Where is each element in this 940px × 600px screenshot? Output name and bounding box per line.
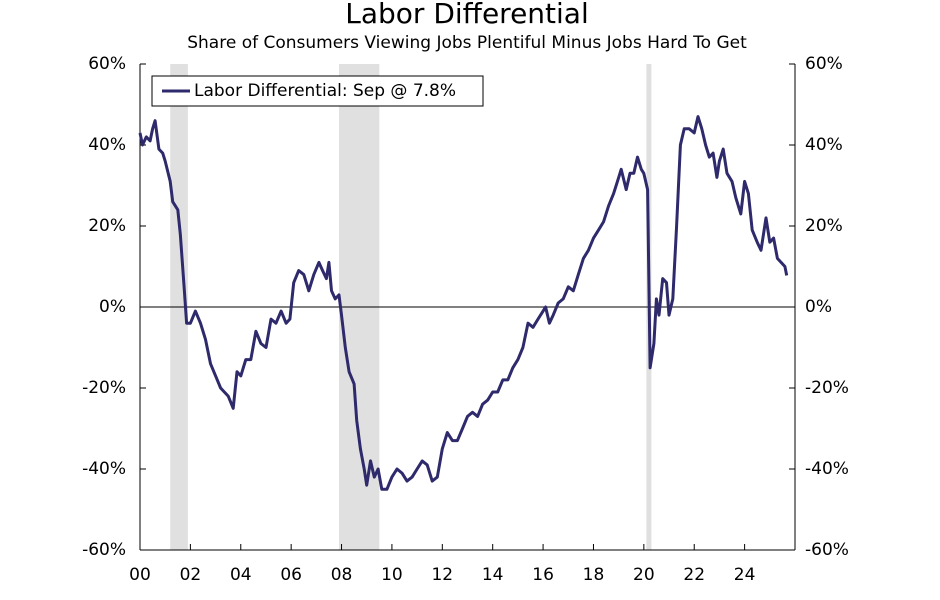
x-tick-label: 12 (431, 565, 453, 585)
legend-box (151, 75, 484, 107)
chart-title: Labor Differential (345, 0, 589, 30)
y2-tick-label: -60% (805, 540, 849, 560)
y2-tick-label: 20% (805, 216, 843, 236)
y2-tick-label: 0% (805, 297, 832, 317)
series-line (138, 115, 789, 491)
legend-label: Labor Differential: Sep @ 7.8% (194, 81, 456, 101)
x-tick-label: 22 (683, 565, 705, 585)
y-tick-label: -40% (82, 459, 126, 479)
y-tick-label: 40% (88, 135, 126, 155)
x-tick-label: 06 (280, 565, 302, 585)
y-tick-label: -60% (82, 540, 126, 560)
x-tick-label: 20 (633, 565, 655, 585)
x-tick-label: 00 (129, 565, 151, 585)
y-tick-label: -20% (82, 378, 126, 398)
y2-tick-label: 40% (805, 135, 843, 155)
y-tick-label: 20% (88, 216, 126, 236)
y2-tick-label: 60% (805, 54, 843, 74)
x-tick-label: 18 (583, 565, 605, 585)
x-tick-label: 04 (230, 565, 252, 585)
x-tick-label: 08 (331, 565, 353, 585)
chart-subtitle: Share of Consumers Viewing Jobs Plentifu… (187, 33, 747, 53)
y2-tick-label: -40% (805, 459, 849, 479)
y-tick-label: 0% (99, 297, 126, 317)
y-tick-label: 60% (88, 54, 126, 74)
x-tick-label: 16 (532, 565, 554, 585)
x-tick-label: 24 (734, 565, 756, 585)
x-tick-label: 10 (381, 565, 403, 585)
x-tick-label: 14 (482, 565, 504, 585)
x-tick-label: 02 (180, 565, 202, 585)
y2-tick-label: -20% (805, 378, 849, 398)
